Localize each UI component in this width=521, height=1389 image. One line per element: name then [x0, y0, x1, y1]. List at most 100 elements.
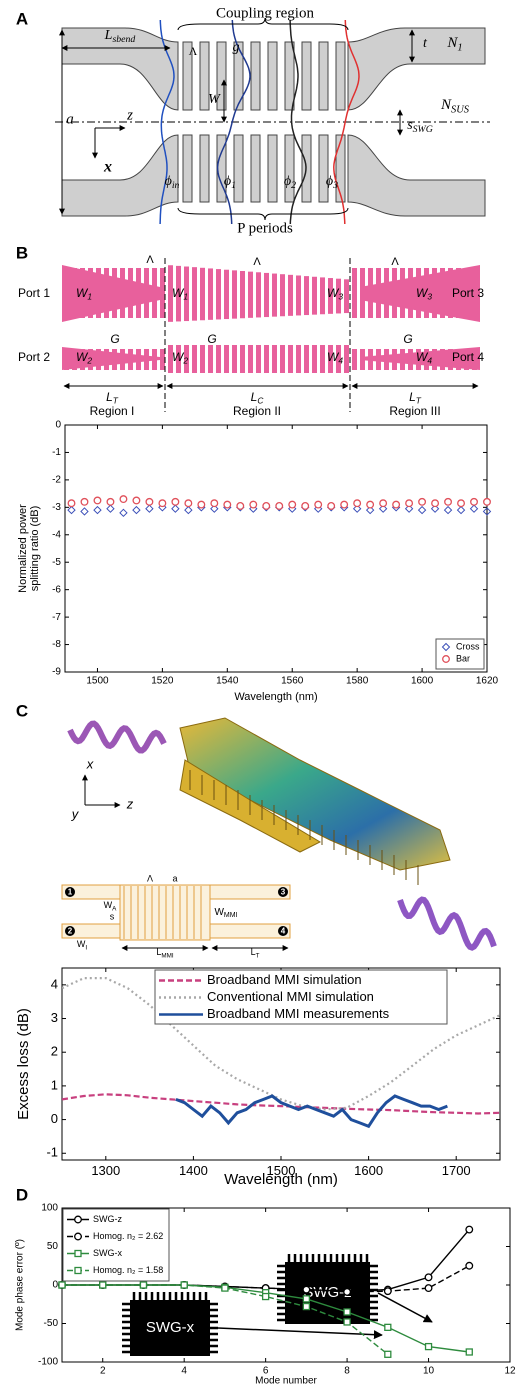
subscript: 3 — [338, 292, 343, 302]
label: x — [86, 756, 94, 771]
y-tick-label: -8 — [52, 639, 61, 650]
swg-segment — [416, 349, 421, 370]
swg-segment — [248, 271, 253, 318]
marker — [262, 502, 271, 510]
swg-segment — [250, 41, 261, 111]
marker — [184, 499, 193, 508]
marker — [180, 1281, 188, 1289]
label: Λ — [253, 256, 261, 268]
x-tick-label: 8 — [344, 1366, 350, 1377]
subscript: 1 — [183, 292, 188, 302]
swg-segment — [136, 349, 141, 370]
swg-segment — [88, 268, 93, 318]
waveguide — [347, 134, 486, 217]
swg-segment — [182, 41, 193, 111]
label: N1 — [446, 35, 462, 53]
marker — [343, 1318, 351, 1326]
y-tick-label: 4 — [51, 976, 58, 991]
main-text: ϕ — [165, 174, 172, 189]
legend-label: SWG-z — [93, 1214, 122, 1224]
subscript: 3 — [427, 292, 432, 302]
marker — [340, 500, 349, 509]
swg-segment — [144, 268, 149, 318]
marker — [444, 497, 452, 506]
brace — [177, 207, 349, 221]
swg-segment — [320, 345, 325, 373]
y-tick-label: -4 — [52, 529, 61, 540]
label: G — [403, 332, 412, 346]
plot-area — [65, 425, 487, 672]
swg-segment — [267, 41, 278, 111]
access-waveguide — [209, 884, 291, 900]
main-text: W — [172, 286, 185, 300]
main-text: L — [251, 390, 258, 404]
swg-segment — [301, 41, 312, 111]
marker — [106, 497, 115, 506]
waveguide — [61, 134, 179, 217]
swg-segment — [344, 279, 349, 314]
x-tick-label: 1620 — [476, 676, 499, 687]
swg-segment — [448, 349, 453, 370]
swg-segment — [128, 349, 133, 370]
plot-frame — [61, 967, 501, 1161]
main-text: W — [327, 350, 340, 364]
swg-segment — [80, 349, 85, 370]
label: Λ — [147, 873, 153, 883]
swg-segment — [168, 265, 173, 322]
x-tick-label: 1500 — [267, 1163, 296, 1178]
swg-segment — [192, 267, 197, 321]
label: LT — [106, 390, 119, 406]
label: 1 — [68, 888, 73, 897]
swg-segment — [144, 349, 149, 370]
marker — [442, 655, 450, 663]
label: W1 — [172, 286, 188, 302]
label: WI — [77, 939, 88, 951]
swg-segment — [464, 349, 469, 370]
main-text: W — [172, 350, 185, 364]
label: z — [126, 107, 133, 123]
subscript: T — [113, 396, 119, 406]
label: a — [172, 873, 177, 883]
swg-segment — [104, 349, 109, 370]
swg-segment — [64, 268, 69, 318]
subscript: MMI — [161, 952, 173, 959]
marker — [424, 1284, 433, 1293]
swg-segment — [335, 41, 346, 111]
swg-segment — [284, 134, 295, 203]
swg-segment — [88, 349, 93, 370]
subscript: 2 — [291, 180, 296, 191]
swg-segment — [136, 268, 141, 318]
label: ϕin — [165, 174, 180, 191]
swg-segment — [233, 134, 244, 203]
swg-segment — [360, 349, 365, 370]
subscript: sbend — [112, 34, 135, 45]
marker — [80, 497, 89, 506]
marker — [139, 1281, 148, 1289]
swg-segment — [152, 268, 157, 318]
inset-body — [285, 1262, 370, 1324]
port-badge — [65, 926, 75, 936]
swg-segment — [168, 345, 173, 373]
subscript: 1 — [87, 292, 92, 302]
swg-segment — [200, 267, 205, 321]
label: LMMI — [156, 947, 174, 959]
main-text: L — [156, 947, 161, 957]
label: Coupling region — [216, 5, 314, 21]
y-tick-label: -1 — [52, 447, 61, 458]
waveguide — [347, 27, 486, 111]
marker — [314, 500, 323, 509]
swg-segment — [272, 273, 277, 317]
x-tick-label: 1540 — [216, 676, 239, 687]
main-text: L — [104, 28, 113, 43]
swg-segment — [192, 345, 197, 373]
marker — [469, 504, 479, 513]
inset-label: SWG-z — [303, 1284, 351, 1301]
swg-segment — [96, 349, 101, 370]
marker — [74, 1249, 82, 1258]
legend-label: Cross — [456, 641, 480, 651]
mmi-body — [119, 884, 211, 941]
legend-box — [435, 638, 485, 670]
swg-segment — [72, 268, 77, 318]
marker — [221, 1284, 229, 1292]
